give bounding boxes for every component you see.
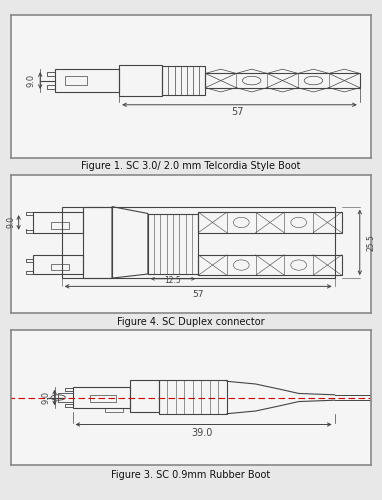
Bar xyxy=(159,380,227,414)
Bar xyxy=(55,69,119,92)
Bar xyxy=(119,65,162,96)
Text: 25.5: 25.5 xyxy=(367,234,376,251)
Bar xyxy=(198,255,342,276)
Text: Figure 1. SC 3.0/ 2.0 mm Telcordia Style Boot: Figure 1. SC 3.0/ 2.0 mm Telcordia Style… xyxy=(81,161,301,171)
Bar xyxy=(198,212,342,233)
Bar xyxy=(73,386,130,408)
Text: 57: 57 xyxy=(193,290,204,299)
Bar xyxy=(62,206,335,278)
Bar xyxy=(130,380,159,412)
Text: Figure 3. SC 0.9mm Rubber Boot: Figure 3. SC 0.9mm Rubber Boot xyxy=(112,470,270,480)
Bar xyxy=(162,66,206,95)
Bar xyxy=(33,212,83,233)
Bar xyxy=(51,222,69,228)
Text: 9.0: 9.0 xyxy=(7,216,16,228)
Bar xyxy=(83,206,112,278)
Text: 39.0: 39.0 xyxy=(191,428,212,438)
Bar xyxy=(91,395,116,402)
Text: 9.0: 9.0 xyxy=(27,74,36,87)
Bar xyxy=(58,394,73,402)
Bar xyxy=(105,408,123,412)
Bar xyxy=(206,74,360,88)
Text: 12.5: 12.5 xyxy=(165,276,181,285)
Bar xyxy=(148,214,198,274)
Bar xyxy=(51,264,69,270)
Text: Figure 4. SC Duplex connector: Figure 4. SC Duplex connector xyxy=(117,317,265,327)
Bar xyxy=(33,255,83,274)
Text: 9.0: 9.0 xyxy=(41,391,50,404)
Bar xyxy=(65,76,87,85)
Text: 57: 57 xyxy=(231,107,244,117)
